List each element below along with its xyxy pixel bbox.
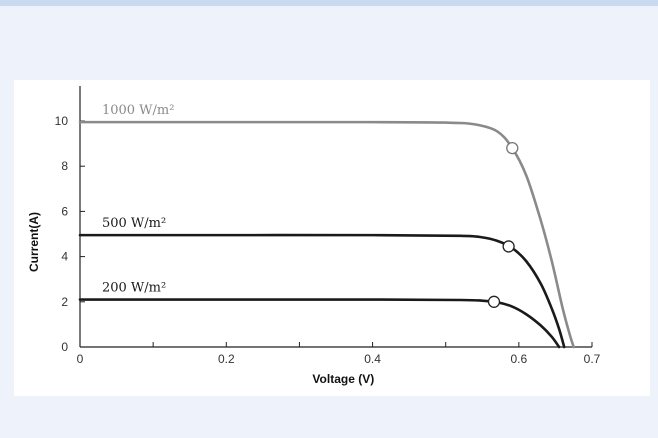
axes <box>79 86 592 348</box>
series-labels: 1000 W/m² 500 W/m² 200 W/m² <box>102 103 175 295</box>
x-tick-label: 0.6 <box>511 352 528 366</box>
series-line-0 <box>78 120 576 349</box>
y-tick-label: 2 <box>61 295 68 309</box>
y-tick-label: 6 <box>61 204 68 218</box>
mpp-marker-2 <box>487 295 501 308</box>
x-ticks: 0 0.2 0.4 0.6 0.7 <box>77 342 601 366</box>
x-tick-label: 0.2 <box>218 352 235 366</box>
y-tick-label: 10 <box>55 114 69 128</box>
y-axis-title: Current(A) <box>27 212 41 272</box>
series-line-2 <box>78 298 561 349</box>
y-tick-label: 8 <box>61 159 68 173</box>
mpp-markers <box>487 141 519 308</box>
x-tick-label: 0 <box>77 352 84 366</box>
x-tick-label: 0.7 <box>584 352 601 366</box>
series-line-1 <box>78 233 566 349</box>
x-tick-label: 0.4 <box>364 352 381 366</box>
chart-panel: 0 0.2 0.4 0.6 0.7 0 2 4 6 8 10 1000 W/m² 500 W/m² 2… <box>14 80 650 396</box>
series-group <box>78 120 576 349</box>
mpp-marker-1 <box>502 240 515 253</box>
mpp-marker-0 <box>506 141 519 155</box>
y-tick-label: 4 <box>61 250 68 264</box>
x-axis-title: Voltage (V) <box>312 372 374 386</box>
series-label-1: 500 W/m² <box>102 216 166 231</box>
series-label-2: 200 W/m² <box>102 281 166 296</box>
series-label-0: 1000 W/m² <box>102 103 175 118</box>
iv-curve-chart: 0 0.2 0.4 0.6 0.7 0 2 4 6 8 10 1000 W/m² 500 W/m² 2… <box>27 86 601 386</box>
y-tick-label: 0 <box>61 340 68 354</box>
top-band <box>0 0 658 6</box>
